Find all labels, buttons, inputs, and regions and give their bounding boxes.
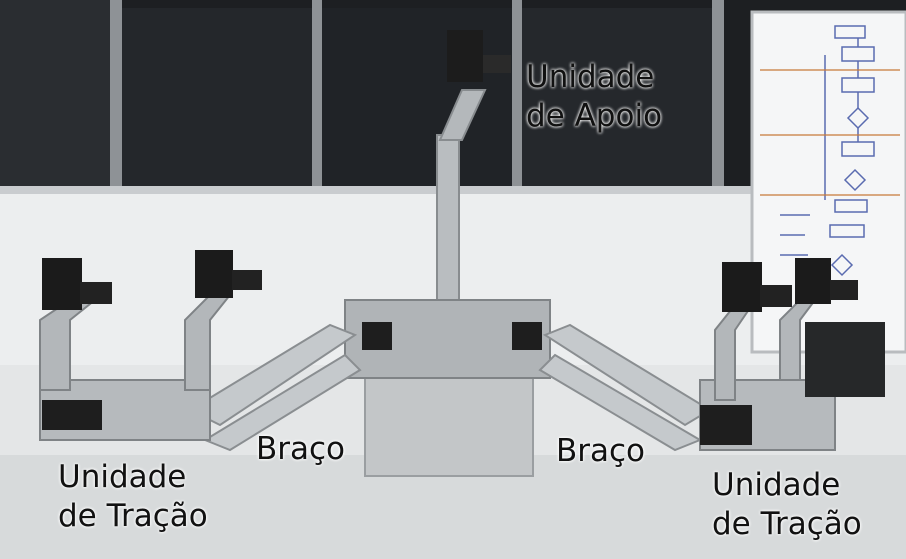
wheel-left-2: [232, 270, 262, 290]
arm-right-label-text: Braço: [556, 433, 646, 469]
window-frame: [110, 0, 122, 195]
track-right: [700, 405, 752, 445]
arm-left-label-text: Braço: [256, 431, 346, 467]
support-unit-label-line1: Unidade: [526, 59, 655, 95]
body-motor-left: [362, 322, 392, 350]
wheel-left-1: [80, 282, 112, 304]
support-wheel: [483, 55, 511, 73]
traction-unit-left-label-line2: de Tração: [58, 497, 208, 534]
body-motor-right: [512, 322, 542, 350]
traction-unit-left-label: Unidade de Tração: [58, 458, 208, 536]
support-unit-label: Unidade de Apoio: [526, 58, 662, 136]
support-motor: [447, 30, 483, 82]
window-pane: [122, 8, 312, 188]
support-unit-label-line2: de Apoio: [526, 97, 663, 134]
window-sill: [0, 186, 760, 194]
traction-unit-right-label-line1: Unidade: [712, 467, 841, 503]
arm-right-label: Braço: [556, 432, 645, 471]
traction-unit-left-label-line1: Unidade: [58, 459, 187, 495]
window-pane: [322, 8, 512, 188]
window-frame: [512, 0, 522, 195]
window-frame: [712, 0, 724, 195]
window-frame: [312, 0, 322, 195]
traction-unit-right-label: Unidade de Tração: [712, 466, 862, 544]
wheel-motor-left-2: [195, 250, 233, 298]
traction-unit-right-label-line2: de Tração: [712, 505, 862, 542]
center-box: [364, 371, 534, 477]
support-mast: [436, 134, 460, 316]
support-arm: [438, 89, 487, 141]
window-pane: [522, 8, 712, 188]
lab-equipment: [805, 322, 885, 397]
arm-left-label: Braço: [256, 430, 345, 469]
window-pane: [0, 0, 115, 190]
wheel-right-1: [760, 285, 792, 307]
wheel-motor-right-1: [722, 262, 762, 312]
arm-left-lower: [202, 353, 362, 452]
whiteboard-section-lines: [760, 69, 900, 196]
track-left: [42, 400, 102, 430]
wheel-motor-left-1: [42, 258, 82, 310]
wheel-right-2: [830, 280, 858, 300]
wheel-motor-right-2: [795, 258, 831, 304]
